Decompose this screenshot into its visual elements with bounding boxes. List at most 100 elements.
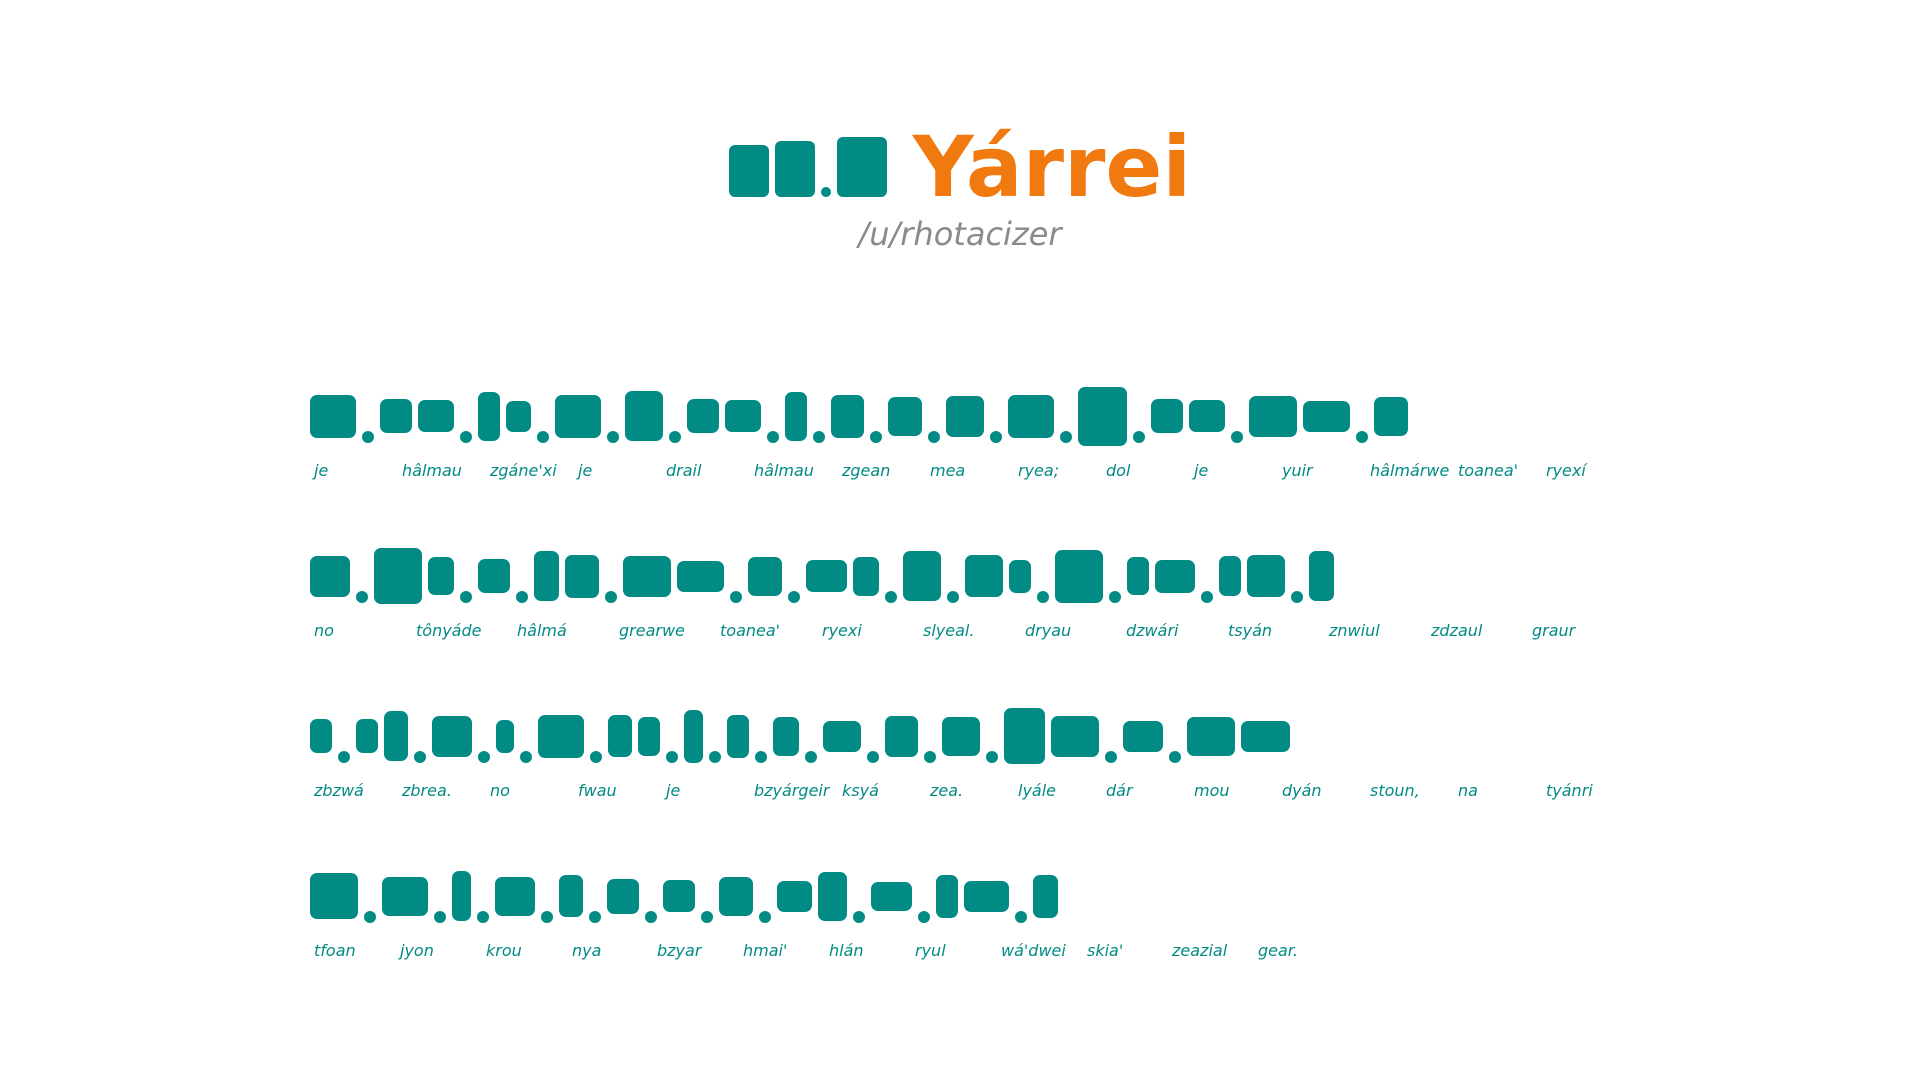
gloss-word: zgean: [842, 461, 891, 480]
script-glyph-icon: [1189, 400, 1225, 432]
gloss-word: tônyáde: [416, 621, 482, 640]
script-glyph-icon: [310, 719, 332, 753]
script-glyph-icon: [495, 876, 535, 916]
script-glyph-icon: [823, 720, 861, 752]
script-dot-icon: [867, 751, 879, 763]
script-dot-icon: [645, 911, 657, 923]
script-glyph-icon: [687, 399, 719, 433]
script-glyph-icon: [773, 716, 799, 756]
script-dot-icon: [928, 431, 940, 443]
script-glyph-icon: [1187, 716, 1235, 756]
script-dot-icon: [990, 431, 1002, 443]
gloss-word: krou: [486, 941, 522, 960]
gloss-word: drail: [666, 461, 702, 480]
gloss-word: lyále: [1018, 781, 1057, 800]
script-glyph-icon: [1249, 395, 1297, 437]
gloss-word: tsyán: [1228, 621, 1273, 640]
script-dot-icon: [541, 911, 553, 923]
gloss-word: je: [578, 461, 593, 480]
script-glyph-icon: [382, 876, 428, 916]
script-glyph-icon: [1078, 386, 1127, 446]
script-glyph-icon: [1374, 396, 1408, 436]
gloss-word: ryexí: [1546, 461, 1586, 480]
script-glyph-icon: [607, 878, 639, 914]
script-glyph-icon: [418, 400, 454, 432]
script-dot-icon: [986, 751, 998, 763]
gloss-word: dár: [1106, 781, 1133, 800]
script-glyph-icon: [777, 880, 812, 912]
script-dot-icon: [701, 911, 713, 923]
gloss-word: je: [1194, 461, 1209, 480]
gloss-word: hâlmau: [402, 461, 462, 480]
script-glyph-icon: [677, 560, 724, 592]
script-dot-icon: [1356, 431, 1368, 443]
script-dot-icon: [820, 187, 831, 197]
gloss-word: wá'dwei: [1001, 941, 1066, 960]
gloss-word: hâlmá: [517, 621, 567, 640]
gloss-word: zeazial: [1172, 941, 1228, 960]
script-glyph-icon: [496, 719, 514, 753]
script-glyph-icon: [725, 400, 761, 432]
script-glyph-icon: [1051, 715, 1099, 757]
gloss-word: ryul: [915, 941, 946, 960]
gloss-word: na: [1458, 781, 1478, 800]
gloss-word: zbzwá: [314, 781, 364, 800]
gloss-word: zdzaul: [1431, 621, 1483, 640]
gloss-word: zgáne'xi: [490, 461, 557, 480]
gloss-word: jyon: [400, 941, 434, 960]
script-dot-icon: [607, 431, 619, 443]
script-glyph-icon: [384, 711, 408, 761]
script-glyph-icon: [1009, 559, 1031, 593]
script-glyph-icon: [965, 555, 1003, 597]
gloss-word: je: [666, 781, 681, 800]
page-title: Yárrei: [912, 118, 1192, 216]
script-glyph-icon: [888, 396, 922, 436]
script-glyph-icon: [310, 555, 350, 597]
gloss-word: dryau: [1025, 621, 1072, 640]
gloss-word: no: [314, 621, 334, 640]
script-glyph-icon: [310, 394, 356, 438]
script-glyph-icon: [1127, 557, 1149, 595]
script-glyph-icon: [356, 719, 378, 753]
script-dot-icon: [918, 911, 930, 923]
script-glyph-icon: [774, 141, 815, 197]
script-glyph-icon: [506, 400, 531, 432]
script-dot-icon: [669, 431, 681, 443]
script-glyph-icon: [374, 548, 422, 604]
script-dot-icon: [924, 751, 936, 763]
script-dot-icon: [805, 751, 817, 763]
script-dot-icon: [356, 591, 368, 603]
script-glyph-icon: [432, 715, 472, 757]
script-dot-icon: [605, 591, 617, 603]
script-dot-icon: [362, 431, 374, 443]
script-glyph-icon: [663, 880, 695, 912]
gloss-word: no: [490, 781, 510, 800]
script-dot-icon: [434, 911, 446, 923]
script-glyph-icon: [903, 551, 941, 601]
script-dot-icon: [755, 751, 767, 763]
glyph-strip: [310, 865, 1058, 927]
script-dot-icon: [460, 431, 472, 443]
gloss-word: dzwári: [1126, 621, 1179, 640]
script-dot-icon: [516, 591, 528, 603]
script-glyph-icon: [728, 145, 769, 197]
gloss-word: dyán: [1282, 781, 1322, 800]
script-glyph-icon: [684, 709, 703, 763]
script-glyph-icon: [719, 876, 753, 916]
script-text-block: je hâlmau zgáne'xi je drail hâlmau zgean mea rye…: [310, 385, 1630, 1025]
script-glyph-icon: [942, 716, 980, 756]
script-glyph-icon: [1309, 551, 1334, 601]
gloss-word: ksyá: [842, 781, 879, 800]
gloss-word: hâlmárwe: [1370, 461, 1450, 480]
gloss-word: mea: [930, 461, 966, 480]
script-dot-icon: [338, 751, 350, 763]
script-dot-icon: [590, 751, 602, 763]
gloss-word: zbrea.: [402, 781, 452, 800]
script-dot-icon: [885, 591, 897, 603]
script-glyph-icon: [555, 394, 601, 438]
script-dot-icon: [537, 431, 549, 443]
gloss-word: zea.: [930, 781, 964, 800]
script-line: zbzwá zbrea. no fwau je bzyárgeir ksyá zea. lyál…: [310, 705, 1630, 865]
script-glyph-icon: [478, 391, 500, 441]
gloss-word: nya: [572, 941, 602, 960]
